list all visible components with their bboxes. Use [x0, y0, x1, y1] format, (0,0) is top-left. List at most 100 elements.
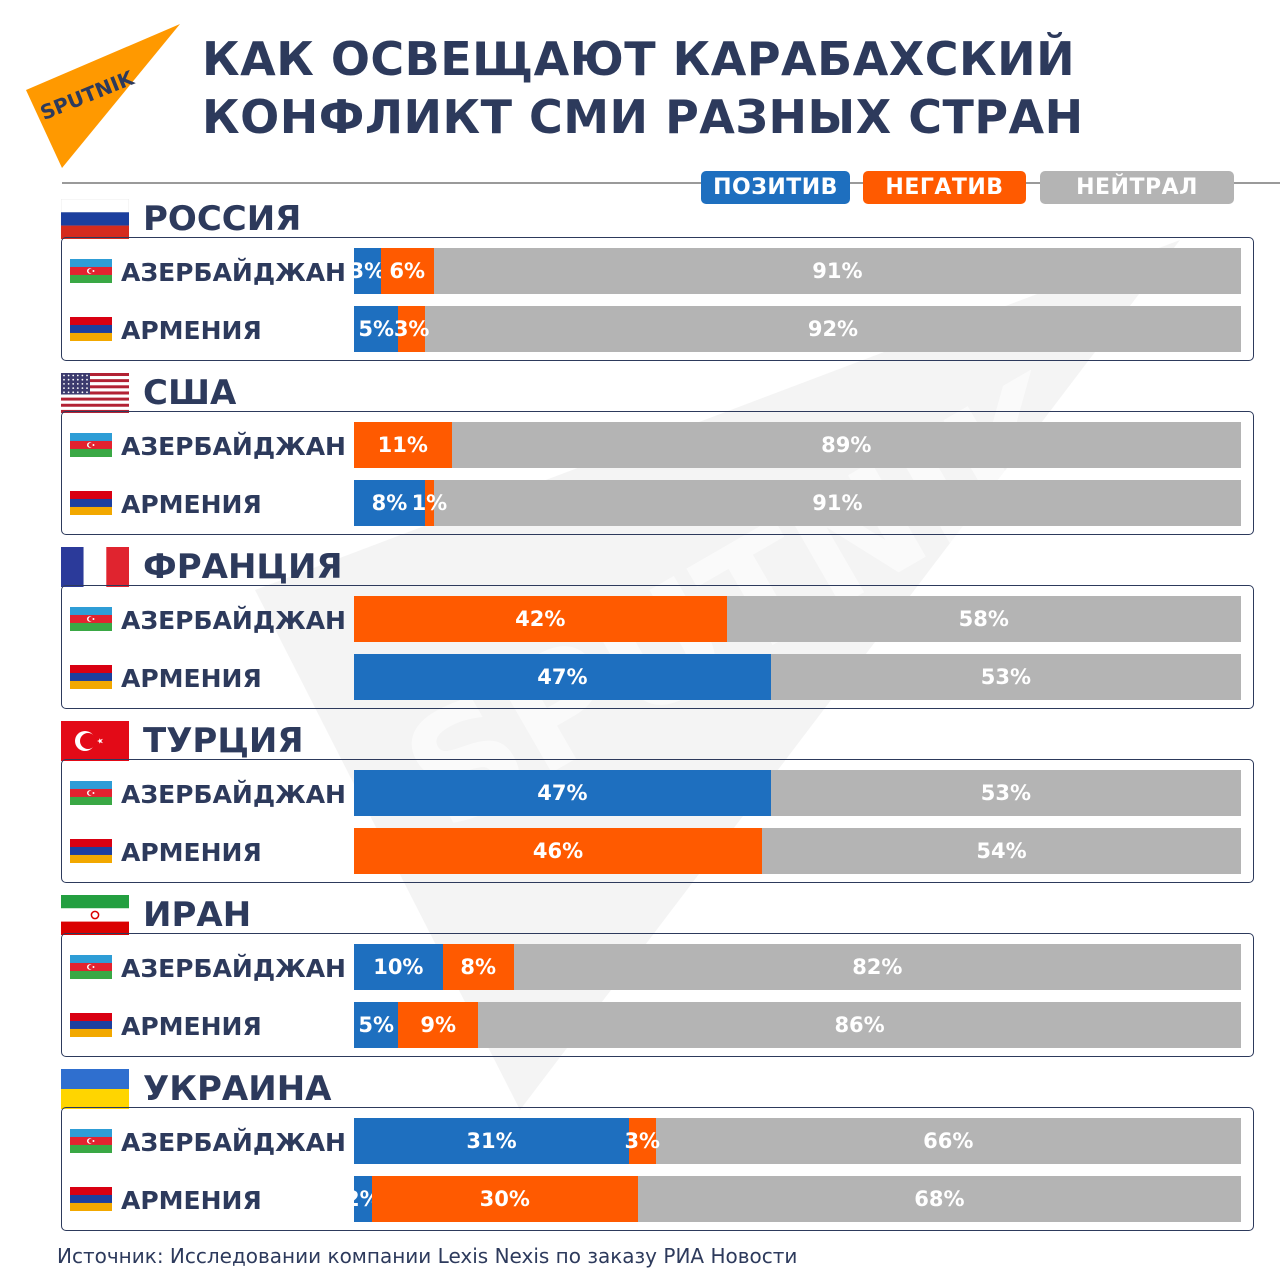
- turkey-flag-icon: [61, 721, 129, 761]
- armenia-flag-icon: [70, 317, 112, 341]
- legend-positive: ПОЗИТИВ: [701, 171, 850, 204]
- data-label-neutral: 82%: [852, 955, 903, 979]
- data-label-neutral: 91%: [812, 259, 863, 283]
- bar-segment-negative: [371, 1176, 638, 1222]
- azerbaijan-flag-icon: [70, 607, 112, 631]
- data-label-neutral: 66%: [923, 1129, 974, 1153]
- title-line-1: КАК ОСВЕЩАЮТ КАРАБАХСКИЙ: [202, 32, 1076, 86]
- azerbaijan-flag-icon: [70, 433, 112, 457]
- country-box-russia: [61, 237, 1254, 361]
- bar-segment-negative: [354, 422, 452, 468]
- row-label-usa-azerbaijan: АЗЕРБАЙДЖАН: [121, 432, 346, 461]
- data-label-neutral: 53%: [980, 665, 1032, 689]
- data-label-positive: 8%: [371, 491, 408, 515]
- bar-ukraine-azerbaijan: 31% 3% 66%: [354, 1118, 1241, 1164]
- country-name-iran: ИРАН: [143, 895, 252, 935]
- page-title: КАК ОСВЕЩАЮТ КАРАБАХСКИЙ КОНФЛИКТ СМИ РА…: [202, 30, 1262, 146]
- bar-segment-positive: [354, 1176, 372, 1222]
- sputnik-logo-icon: SPUTNIK: [26, 24, 180, 168]
- bar-usa-armenia: 8% 1% 91%: [354, 480, 1241, 526]
- azerbaijan-flag-icon: [70, 781, 112, 805]
- bar-russia-armenia: 5% 3% 92%: [354, 306, 1241, 352]
- country-box-turkey: [61, 759, 1254, 883]
- bar-segment-positive: [354, 654, 771, 700]
- country-box-ukraine: [61, 1107, 1254, 1231]
- bar-segment-negative: [398, 1002, 479, 1048]
- bar-segment-negative: [424, 480, 434, 526]
- country-name-usa: США: [143, 373, 237, 413]
- data-label-neutral: 68%: [914, 1187, 965, 1211]
- bar-segment-negative: [354, 828, 763, 874]
- bar-france-armenia: 47% 53%: [354, 654, 1241, 700]
- bar-segment-negative: [380, 248, 434, 294]
- data-label-neutral: 86%: [834, 1013, 885, 1037]
- country-box-iran: [61, 933, 1254, 1057]
- data-label-positive: 3%: [349, 259, 386, 283]
- data-label-negative: 3%: [624, 1129, 661, 1153]
- row-label-iran-azerbaijan: АЗЕРБАЙДЖАН: [121, 954, 346, 983]
- row-label-turkey-armenia: АРМЕНИЯ: [121, 838, 262, 867]
- row-label-iran-armenia: АРМЕНИЯ: [121, 1012, 262, 1041]
- bar-segment-positive: [354, 306, 399, 352]
- bar-usa-azerbaijan: 11% 89%: [354, 422, 1241, 468]
- armenia-flag-icon: [70, 1187, 112, 1211]
- row-label-usa-armenia: АРМЕНИЯ: [121, 490, 262, 519]
- country-box-usa: [61, 411, 1254, 535]
- title-line-2: КОНФЛИКТ СМИ РАЗНЫХ СТРАН: [202, 90, 1084, 144]
- data-label-neutral: 58%: [958, 607, 1009, 631]
- bar-turkey-armenia: 46% 54%: [354, 828, 1241, 874]
- row-label-france-azerbaijan: АЗЕРБАЙДЖАН: [121, 606, 346, 635]
- data-label-neutral: 92%: [807, 317, 859, 341]
- country-name-russia: РОССИЯ: [143, 199, 302, 239]
- data-label-neutral: 89%: [821, 433, 872, 457]
- data-label-positive: 10%: [373, 955, 424, 979]
- bar-segment-positive: [354, 480, 425, 526]
- ukraine-flag-icon: [61, 1069, 129, 1109]
- bar-segment-negative: [442, 944, 514, 990]
- row-label-turkey-azerbaijan: АЗЕРБАЙДЖАН: [121, 780, 346, 809]
- data-label-positive: 47%: [537, 665, 588, 689]
- data-label-negative: 42%: [515, 607, 566, 631]
- azerbaijan-flag-icon: [70, 259, 112, 283]
- bar-segment-negative: [354, 596, 727, 642]
- azerbaijan-flag-icon: [70, 955, 112, 979]
- row-label-ukraine-azerbaijan: АЗЕРБАЙДЖАН: [121, 1128, 346, 1157]
- header-divider: [62, 182, 1280, 184]
- legend-neutral: НЕЙТРАЛ: [1040, 171, 1234, 204]
- armenia-flag-icon: [70, 839, 112, 863]
- bar-segment-positive: [354, 944, 443, 990]
- row-label-russia-armenia: АРМЕНИЯ: [121, 316, 262, 345]
- france-flag-icon: [61, 547, 129, 587]
- iran-flag-icon: [61, 895, 129, 935]
- data-label-positive: 31%: [466, 1129, 517, 1153]
- bar-france-azerbaijan: 42% 58%: [354, 596, 1241, 642]
- country-name-ukraine: УКРАИНА: [143, 1069, 332, 1109]
- country-box-france: [61, 585, 1254, 709]
- row-label-france-armenia: АРМЕНИЯ: [121, 664, 262, 693]
- data-label-negative: 30%: [479, 1187, 530, 1211]
- data-label-positive: 5%: [358, 1013, 394, 1037]
- data-label-neutral: 53%: [980, 781, 1032, 805]
- armenia-flag-icon: [70, 491, 112, 515]
- data-label-neutral: 54%: [976, 839, 1027, 863]
- data-label-negative: 8%: [460, 955, 496, 979]
- data-label-neutral: 91%: [812, 491, 863, 515]
- data-label-negative: 3%: [393, 317, 430, 341]
- bar-russia-azerbaijan: 3% 6% 91%: [349, 248, 1241, 294]
- armenia-flag-icon: [70, 665, 112, 689]
- legend-negative: НЕГАТИВ: [863, 171, 1026, 204]
- armenia-flag-icon: [70, 1013, 112, 1037]
- bar-segment-positive: [354, 770, 771, 816]
- country-name-france: ФРАНЦИЯ: [143, 547, 343, 587]
- bar-iran-armenia: 5% 9% 86%: [354, 1002, 1241, 1048]
- bar-turkey-azerbaijan: 47% 53%: [354, 770, 1241, 816]
- bar-segment-positive: [354, 1002, 399, 1048]
- country-name-turkey: ТУРЦИЯ: [143, 721, 304, 761]
- russia-flag-icon: [61, 199, 129, 239]
- row-label-ukraine-armenia: АРМЕНИЯ: [121, 1186, 262, 1215]
- data-label-negative: 6%: [389, 259, 426, 283]
- azerbaijan-flag-icon: [70, 1129, 112, 1153]
- source-note: Источник: Исследовании компании Lexis Ne…: [57, 1244, 798, 1268]
- data-label-negative: 11%: [377, 433, 428, 457]
- data-label-negative: 9%: [420, 1013, 457, 1037]
